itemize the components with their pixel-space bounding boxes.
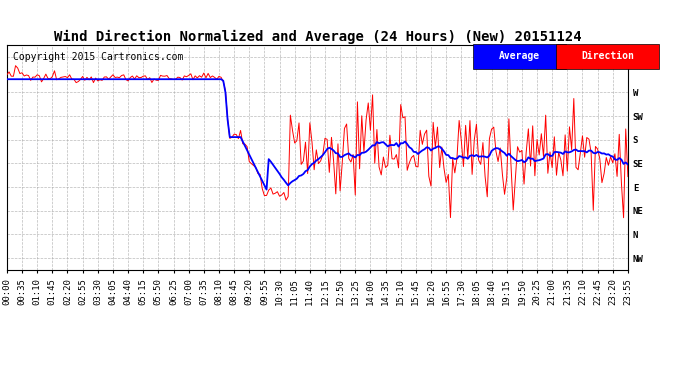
FancyBboxPatch shape <box>473 44 566 69</box>
Text: Average: Average <box>499 51 540 61</box>
Text: Direction: Direction <box>581 51 634 61</box>
FancyBboxPatch shape <box>556 44 659 69</box>
Title: Wind Direction Normalized and Average (24 Hours) (New) 20151124: Wind Direction Normalized and Average (2… <box>54 30 581 44</box>
Text: Copyright 2015 Cartronics.com: Copyright 2015 Cartronics.com <box>13 52 184 62</box>
